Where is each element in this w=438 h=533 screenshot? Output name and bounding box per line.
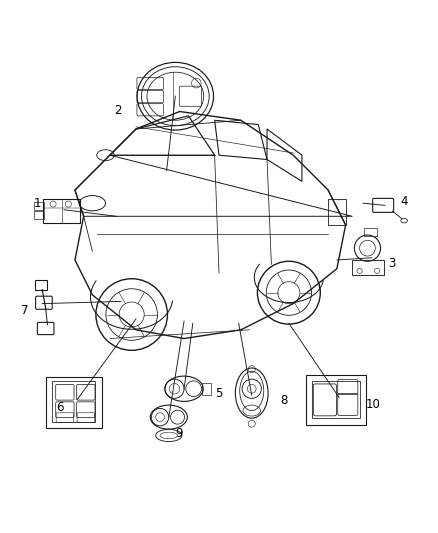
Bar <box>43 199 80 223</box>
Bar <box>35 280 47 289</box>
Text: 5: 5 <box>215 386 223 400</box>
Bar <box>34 212 44 220</box>
Text: 2: 2 <box>114 104 121 117</box>
Text: 3: 3 <box>388 256 395 270</box>
Bar <box>364 228 377 236</box>
Bar <box>328 199 346 225</box>
Text: 9: 9 <box>175 427 183 440</box>
Text: 1: 1 <box>34 197 42 209</box>
Text: 6: 6 <box>56 401 64 414</box>
Text: 10: 10 <box>365 398 380 410</box>
Text: 4: 4 <box>401 196 408 208</box>
Text: 7: 7 <box>21 304 28 317</box>
Text: 8: 8 <box>280 394 287 407</box>
Bar <box>201 383 211 395</box>
Bar <box>34 202 44 210</box>
